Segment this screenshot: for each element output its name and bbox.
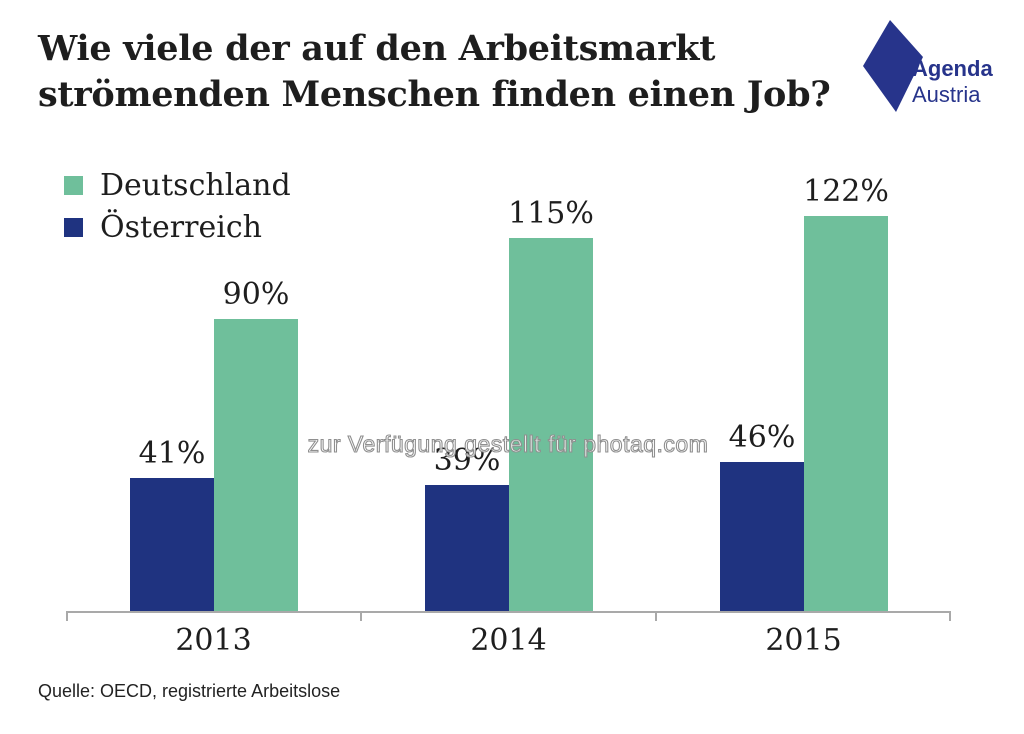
bar-group-2015: 46% 122%: [720, 174, 889, 611]
legend-item-oesterreich: Österreich: [64, 206, 291, 248]
bar-oesterreich-2014: 39%: [425, 443, 509, 611]
bar-group-2014: 39% 115%: [425, 196, 594, 611]
bar-value-label: 122%: [803, 174, 889, 209]
watermark-text: zur Verfügung gestellt für photaq.com: [307, 430, 709, 457]
legend-label-oesterreich: Österreich: [100, 209, 262, 245]
x-axis-tick: [66, 611, 68, 621]
logo-text-austria: Austria: [912, 82, 981, 107]
agenda-austria-logo: Agenda Austria: [858, 16, 1008, 118]
page-title: Wie viele der auf den Arbeitsmarkt ström…: [38, 26, 831, 118]
bar-value-label: 41%: [138, 436, 206, 471]
bar-oesterreich-2015: 46%: [720, 420, 804, 611]
source-note: Quelle: OECD, registrierte Arbeitslose: [38, 681, 341, 701]
logo-text-agenda: Agenda: [912, 56, 993, 81]
bar-group-2013: 41% 90%: [130, 277, 298, 611]
logo-wordmark: Agenda Austria: [912, 56, 993, 108]
title-line-1: Wie viele der auf den Arbeitsmarkt: [38, 28, 716, 69]
x-axis-line: [66, 611, 951, 613]
legend-item-deutschland: Deutschland: [64, 164, 291, 206]
title-line-2: strömenden Menschen finden einen Job?: [38, 74, 831, 115]
x-axis-label-2014: 2014: [470, 623, 547, 658]
oesterreich-swatch-icon: [64, 217, 83, 237]
bar-deutschland-2015: 122%: [803, 174, 889, 611]
chart-legend: Deutschland Österreich: [64, 164, 291, 248]
bar-deutschland-2013: 90%: [214, 277, 298, 611]
deutschland-swatch-icon: [64, 175, 83, 195]
bar-value-label: 39%: [433, 443, 501, 478]
bar-deutschland-2014: 115%: [508, 196, 594, 611]
bar-value-label: 46%: [728, 420, 796, 455]
x-axis-tick: [360, 611, 362, 621]
bar-value-label: 115%: [508, 196, 594, 231]
bar-value-label: 90%: [222, 277, 290, 312]
x-axis-label-2013: 2013: [175, 623, 252, 658]
legend-label-deutschland: Deutschland: [100, 167, 291, 203]
x-axis-tick: [655, 611, 657, 621]
x-axis-label-2015: 2015: [765, 623, 842, 658]
bar-oesterreich-2013: 41%: [130, 436, 214, 611]
x-axis-tick: [949, 611, 951, 621]
plot-area: 41% 90% 2013 39% 115% 2014 46% 122% 2015: [66, 160, 951, 658]
logo-diamond-icon: [863, 20, 923, 112]
